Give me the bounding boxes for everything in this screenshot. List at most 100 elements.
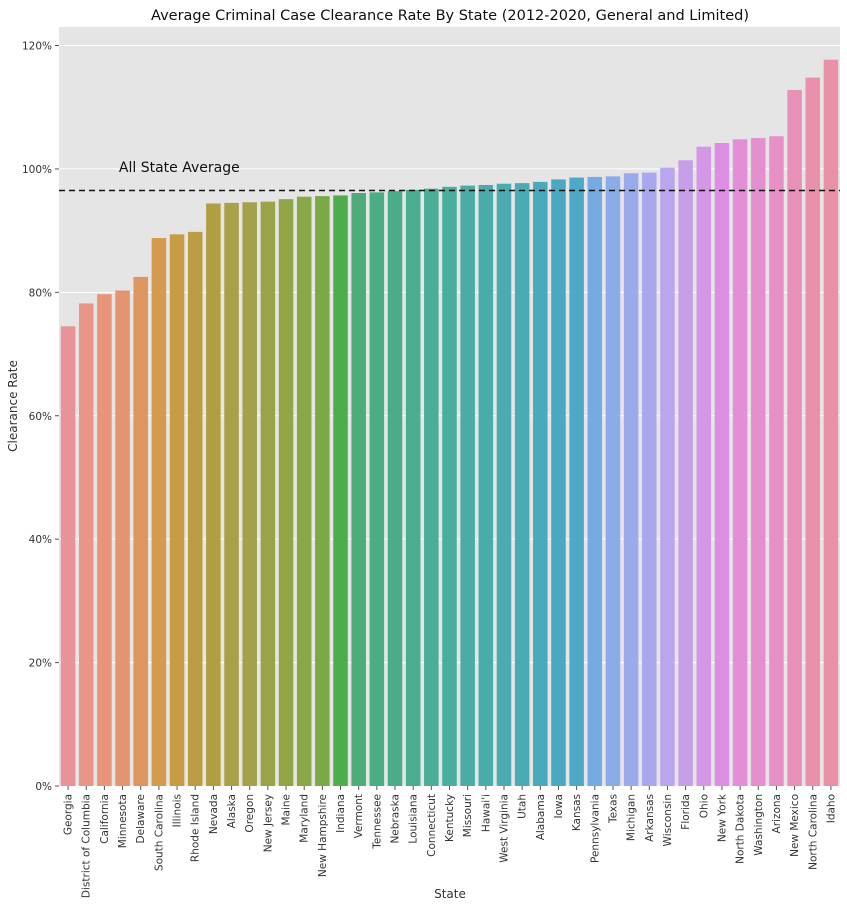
x-tick-label: Indiana xyxy=(335,794,347,833)
x-tick-label: New Mexico xyxy=(789,794,801,857)
x-tick-label: Illinois xyxy=(172,794,184,827)
y-axis-label: Clearance Rate xyxy=(6,360,20,452)
bar-arkansas xyxy=(642,172,657,786)
bar-washington xyxy=(751,138,766,786)
bar-north-dakota xyxy=(732,139,748,786)
x-tick-label: Kentucky xyxy=(444,794,456,842)
bar-illinois xyxy=(169,234,185,787)
bar-nevada xyxy=(206,203,221,787)
x-tick-label: North Carolina xyxy=(807,794,819,870)
x-tick-label: Georgia xyxy=(63,794,75,835)
y-tick-label: 0% xyxy=(35,781,52,793)
bar-wisconsin xyxy=(660,167,675,786)
bar-alabama xyxy=(533,181,548,786)
bar-california xyxy=(97,294,112,786)
bar-district-of-columbia xyxy=(78,303,94,786)
reference-line-group: All State Average xyxy=(59,160,840,192)
x-tick-label: Texas xyxy=(607,794,619,824)
bar-new-jersey xyxy=(260,201,276,786)
y-tick-label: 120% xyxy=(22,41,52,53)
x-tick-label: Pennsylvania xyxy=(589,794,601,863)
bar-iowa xyxy=(551,179,566,787)
x-tick-label: Nebraska xyxy=(390,794,402,844)
x-tick-label: New York xyxy=(716,793,728,842)
x-tick-label: New Jersey xyxy=(262,794,274,852)
bar-minnesota xyxy=(115,290,130,786)
x-tick-label: Arkansas xyxy=(644,794,656,842)
y-tick-label: 80% xyxy=(29,287,52,299)
bar-maine xyxy=(278,199,294,786)
bar-vermont xyxy=(351,192,366,786)
x-tick-label: West Virginia xyxy=(498,794,510,863)
average-annotation: All State Average xyxy=(119,160,240,176)
x-tick-label: Florida xyxy=(680,794,692,830)
bar-delaware xyxy=(133,276,148,786)
bar-utah xyxy=(514,183,530,786)
bar-arizona xyxy=(769,136,784,787)
x-tick-label: Delaware xyxy=(135,794,147,843)
bar-alaska xyxy=(224,202,239,787)
y-tick-label: 40% xyxy=(29,534,52,546)
bar-maryland xyxy=(296,196,312,786)
x-tick-label: Kansas xyxy=(571,794,583,831)
y-tick-label: 100% xyxy=(22,164,52,176)
x-tick-label: Missouri xyxy=(462,794,474,837)
x-tick-label: Tennessee xyxy=(371,794,383,850)
y-tick-label: 20% xyxy=(29,658,52,670)
bar-oregon xyxy=(242,202,257,786)
x-tick-label: Louisiana xyxy=(408,794,420,844)
x-tick-label: Ohio xyxy=(698,794,710,818)
bar-florida xyxy=(678,160,693,786)
bars xyxy=(60,59,839,787)
bar-hawai-i xyxy=(478,184,494,787)
bar-georgia xyxy=(60,326,76,786)
bar-tennessee xyxy=(369,192,385,786)
x-axis-label: State xyxy=(434,887,466,901)
x-tick-label: Alabama xyxy=(535,794,547,840)
x-tick-label: California xyxy=(99,794,111,844)
x-tick-label: Wisconsin xyxy=(662,794,674,846)
bar-idaho xyxy=(823,59,839,786)
x-tick-label: Maine xyxy=(281,794,293,826)
bar-new-mexico xyxy=(787,89,802,786)
bar-texas xyxy=(605,176,621,786)
bar-new-hampshire xyxy=(315,196,330,786)
bar-kansas xyxy=(569,177,584,786)
x-tick-label: Nevada xyxy=(208,794,220,834)
bar-missouri xyxy=(460,185,475,787)
x-tick-label: Connecticut xyxy=(426,794,438,857)
x-tick-label: Iowa xyxy=(553,794,565,819)
x-tick-label: Alaska xyxy=(226,794,238,828)
x-tick-label: Oregon xyxy=(244,794,256,833)
bar-michigan xyxy=(623,173,639,786)
x-tick-label: Idaho xyxy=(825,794,837,823)
bar-connecticut xyxy=(424,188,439,787)
bar-pennsylvania xyxy=(587,176,603,786)
bar-louisiana xyxy=(405,189,421,786)
bar-nebraska xyxy=(387,191,403,786)
x-tick-label: Maryland xyxy=(299,794,311,843)
y-tick-label: 60% xyxy=(29,411,52,423)
bar-west-virginia xyxy=(496,183,512,787)
y-axis-ticks: 0% 20% 40% 60% 80% 100% 120% xyxy=(22,41,59,793)
x-tick-label: South Carolina xyxy=(153,794,165,871)
x-axis-ticks: Georgia District of Columbia California Min… xyxy=(63,786,837,898)
x-tick-label: District of Columbia xyxy=(81,794,93,898)
x-tick-label: Vermont xyxy=(353,794,365,838)
x-tick-label: North Dakota xyxy=(735,794,747,864)
x-tick-label: Utah xyxy=(517,794,529,819)
bar-rhode-island xyxy=(187,231,203,786)
bar-south-carolina xyxy=(151,238,167,787)
bar-indiana xyxy=(333,195,348,787)
x-tick-label: Minnesota xyxy=(117,794,129,848)
chart-title: Average Criminal Case Clearance Rate By … xyxy=(151,8,749,24)
x-tick-label: Hawai'i xyxy=(480,794,492,832)
x-tick-label: Arizona xyxy=(771,794,783,833)
x-tick-label: Washington xyxy=(753,794,765,856)
bar-ohio xyxy=(696,146,712,787)
bar-kentucky xyxy=(442,186,457,786)
bar-north-carolina xyxy=(805,77,821,787)
x-tick-label: New Hampshire xyxy=(317,794,329,877)
